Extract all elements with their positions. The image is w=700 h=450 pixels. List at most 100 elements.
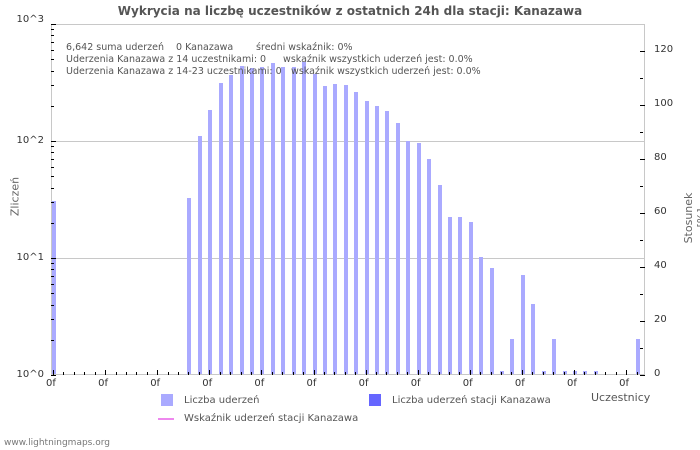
y-right-tick-100: 100 (654, 98, 674, 109)
x-tick-mark (428, 372, 430, 375)
info-station-strikes: 0 Kanazawa (176, 42, 234, 53)
bar (312, 74, 317, 374)
info-line-2: Uderzenia Kanazawa z 14 uczestnikami: 0 w… (60, 43, 473, 65)
y-tick-mark (51, 42, 54, 43)
info-14-participants: Uderzenia Kanazawa z 14 uczestnikami: 0 (66, 54, 267, 65)
x-tick-mark (594, 372, 596, 375)
y-tick-mark (51, 24, 56, 25)
x-tick-mark (261, 370, 263, 375)
x-tick-label: 0f (46, 378, 56, 389)
y-tick-mark (51, 106, 54, 107)
bar (458, 216, 463, 374)
legend-swatch-station-strikes (369, 394, 381, 406)
bar (468, 221, 473, 374)
info-14-23-ratio: wskaźnik wszystkich uderzeń jest: 0.0% (291, 66, 481, 77)
x-tick-mark (167, 372, 169, 375)
bar (354, 91, 359, 374)
x-tick-mark (313, 370, 315, 375)
bar (552, 338, 557, 374)
y-right-tick-80: 80 (654, 152, 667, 163)
y-tick-mark (51, 269, 54, 270)
y-right-tick-mark (640, 267, 645, 268)
y-right-tick-mark (640, 105, 645, 106)
x-tick-label: 0f (410, 378, 421, 389)
x-tick-mark (532, 372, 534, 375)
y-tick-label-1000: 10^3 (16, 14, 44, 25)
y-right-tick-mark (640, 321, 645, 322)
x-axis-title: Uczestnicy (591, 391, 651, 404)
bar (500, 371, 505, 374)
gridline-100 (52, 141, 644, 142)
bar (218, 83, 223, 374)
y-tick-mark (51, 188, 54, 189)
x-tick-mark (53, 370, 54, 375)
y-tick-mark (51, 35, 54, 36)
y-right-tick-mark (640, 294, 643, 295)
y-tick-mark (51, 263, 54, 264)
x-tick-mark (574, 370, 575, 375)
y-tick-mark (51, 176, 54, 177)
bar (479, 257, 484, 374)
x-tick-label: 0f (619, 378, 629, 389)
y-tick-label-1: 10^0 (16, 369, 44, 380)
bar (197, 136, 202, 374)
x-tick-mark (198, 372, 200, 375)
x-tick-mark (396, 372, 398, 375)
x-tick-mark (553, 372, 555, 375)
y-right-tick-mark (640, 348, 643, 349)
x-tick-mark (636, 372, 638, 375)
bar (416, 143, 421, 374)
info-14-ratio: wskaźnik wszystkich uderzeń jest: 0.0% (283, 54, 473, 65)
x-tick-mark (626, 370, 628, 375)
bar (635, 338, 640, 374)
x-tick-mark (209, 370, 211, 375)
x-tick-mark (376, 372, 378, 375)
gridline-10 (52, 258, 644, 259)
y-right-tick-0: 0 (654, 368, 661, 379)
y-right-tick-mark (640, 132, 643, 133)
x-tick-mark (417, 370, 419, 375)
y-tick-mark (51, 293, 54, 294)
y-right-tick-mark (640, 186, 643, 187)
y-right-tick-mark (640, 213, 645, 214)
x-tick-mark (584, 372, 586, 375)
y-tick-mark (51, 167, 54, 168)
x-tick-label: 0f (254, 378, 265, 389)
y-tick-mark (51, 375, 56, 376)
bar (208, 109, 213, 374)
y-tick-label-10: 10^1 (16, 252, 44, 263)
y-tick-mark (51, 152, 54, 153)
x-tick-mark (490, 372, 492, 375)
bar (593, 371, 598, 374)
bar (187, 197, 192, 374)
y-axis-title-right: Stosunek [%] (682, 192, 700, 244)
y-right-tick-60: 60 (654, 206, 667, 217)
x-tick-mark (94, 372, 96, 375)
bar (291, 67, 296, 374)
x-tick-mark (511, 372, 513, 375)
x-tick-mark (438, 372, 440, 375)
x-tick-mark (136, 372, 138, 375)
x-tick-mark (282, 372, 284, 375)
y-tick-mark (51, 305, 54, 306)
x-tick-mark (448, 372, 450, 375)
x-tick-mark (73, 372, 75, 375)
y-tick-mark (51, 85, 54, 86)
y-tick-mark (51, 202, 54, 203)
x-tick-mark (271, 372, 273, 375)
x-tick-mark (480, 372, 482, 375)
bar (239, 65, 244, 374)
x-tick-mark (563, 372, 565, 375)
y-tick-mark (51, 141, 56, 142)
bar (531, 303, 536, 374)
plot-area (51, 24, 645, 375)
x-tick-mark (84, 372, 86, 375)
bar (52, 201, 56, 374)
info-line-1: 6,642 suma uderzeń 0 Kanazawa średni wskaź… (60, 31, 353, 53)
legend-label-strikes: Liczba uderzeń (184, 395, 260, 406)
x-tick-mark (615, 372, 617, 375)
bar (541, 371, 546, 374)
y-tick-mark (51, 276, 54, 277)
bar (343, 85, 348, 374)
x-tick-mark (323, 372, 325, 375)
